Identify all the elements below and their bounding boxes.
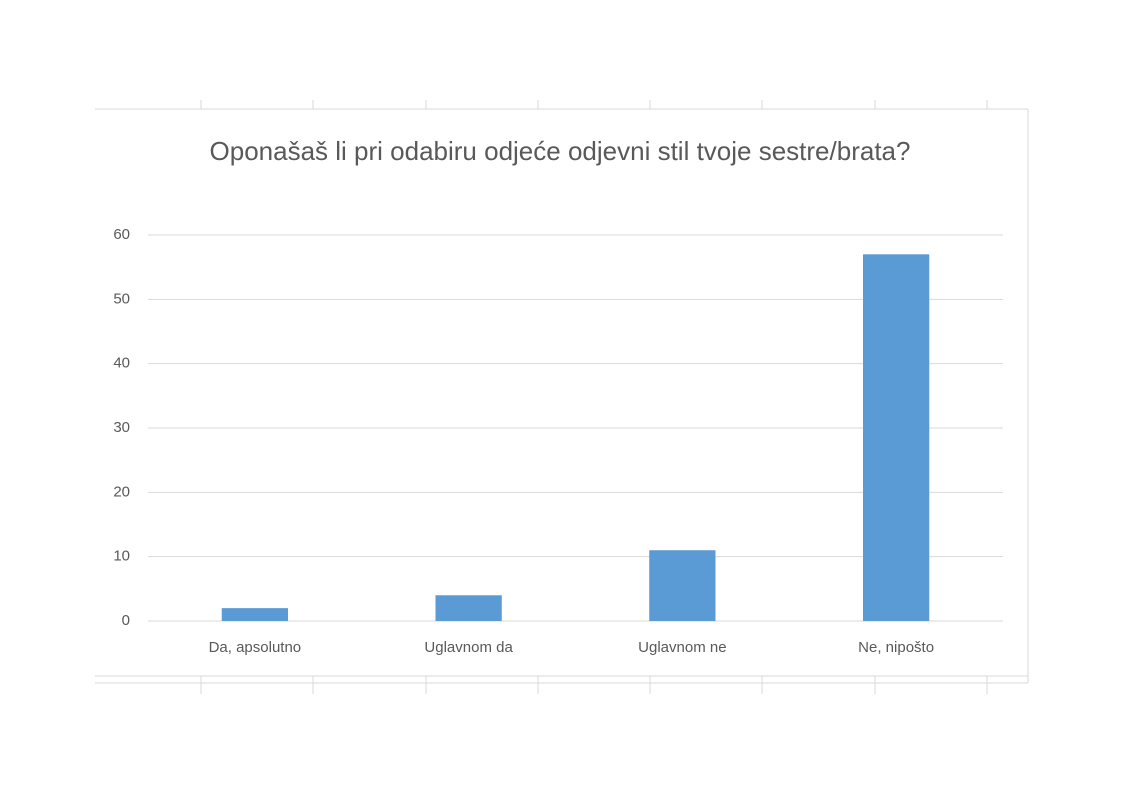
y-tick-label: 30 bbox=[113, 419, 130, 436]
bar bbox=[649, 550, 716, 621]
y-tick-label: 60 bbox=[113, 226, 130, 243]
x-tick-label: Uglavnom da bbox=[424, 639, 513, 656]
sheet-frame bbox=[95, 100, 1029, 694]
y-tick-label: 20 bbox=[113, 483, 130, 500]
x-tick-label: Da, apsolutno bbox=[209, 639, 302, 656]
x-tick-label: Uglavnom ne bbox=[638, 639, 726, 656]
chart-title: Oponašaš li pri odabiru odjeće odjevni s… bbox=[209, 136, 911, 166]
y-tick-label: 10 bbox=[113, 548, 130, 565]
y-tick-label: 50 bbox=[113, 290, 130, 307]
y-tick-label: 0 bbox=[122, 612, 130, 629]
bar bbox=[435, 595, 502, 621]
x-tick-label: Ne, nipošto bbox=[858, 639, 934, 656]
bar bbox=[221, 608, 289, 621]
y-tick-label: 40 bbox=[113, 355, 130, 372]
bar bbox=[862, 254, 930, 622]
